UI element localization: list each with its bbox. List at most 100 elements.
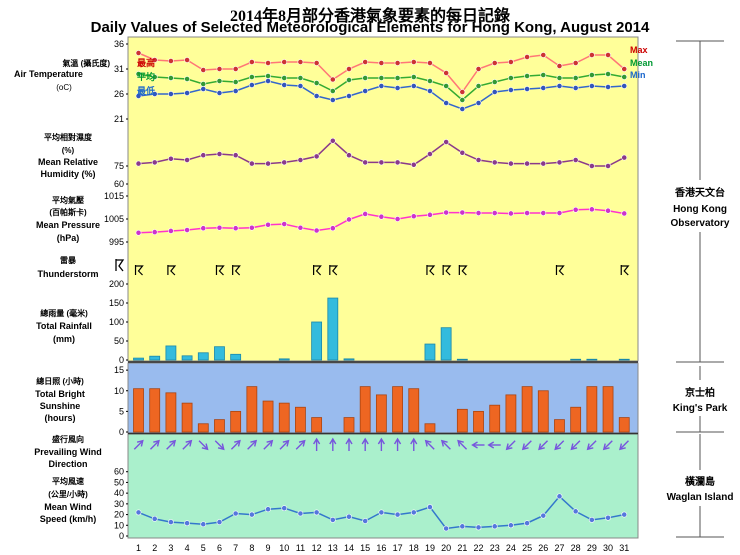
temp-max-point: [232, 66, 239, 72]
wind-speed-y-tick-label: 20: [114, 510, 124, 520]
temp-mean-point: [540, 72, 547, 78]
temp-min-point: [475, 100, 482, 106]
station-waglan-english: Waglan Island: [667, 492, 734, 503]
wind-arrow-shaft: [539, 440, 549, 450]
temp-mean-point: [524, 73, 530, 79]
humidity-point: [281, 159, 288, 166]
temp-min-point: [394, 85, 401, 91]
rain-bar: [424, 343, 436, 361]
wind-arrow-shaft: [214, 440, 224, 450]
humidity-point: [168, 155, 174, 162]
wind-speed-point: [508, 522, 514, 529]
pressure-point: [151, 229, 158, 236]
temp-mean-point: [605, 71, 611, 77]
temp-mean-point: [346, 77, 352, 83]
x-day-label: 27: [554, 543, 564, 553]
x-day-label: 5: [201, 543, 206, 553]
station-kingspark-chinese: 京士柏: [685, 386, 715, 399]
wind-arrow-head: [602, 443, 610, 451]
legend-min-chinese: 最低: [137, 85, 155, 96]
wind-arrow-head: [619, 443, 626, 451]
x-day-label: 20: [441, 543, 451, 553]
wind-arrow-head: [505, 443, 513, 451]
humidity-point: [216, 151, 223, 157]
x-day-label: 26: [538, 543, 548, 553]
wind-direction-arrow: [538, 440, 549, 451]
temp-mean-point: [459, 97, 466, 103]
wind-speed-point: [459, 523, 466, 530]
rain-bar: [570, 358, 582, 361]
temp-mean-point: [297, 75, 304, 81]
x-day-label: 29: [587, 543, 597, 553]
temp-mean-point: [200, 81, 207, 87]
temp-min-point: [443, 100, 450, 106]
pressure-point: [232, 225, 239, 232]
humidity-point: [459, 149, 466, 156]
temp-min-point: [588, 83, 595, 89]
temp-min-point: [151, 91, 158, 97]
temp-mean-point: [508, 75, 514, 81]
station-waglan-chinese: 橫瀾島: [685, 475, 715, 488]
humidity-point: [378, 159, 385, 166]
temp-max-point: [362, 59, 369, 65]
wind-speed-point: [329, 517, 336, 523]
temp-mean-point: [232, 79, 239, 85]
wind-arrow-shaft: [555, 440, 565, 450]
temp-min-point: [200, 86, 207, 92]
humidity-point: [524, 160, 530, 167]
pressure-point: [281, 221, 288, 227]
station-kingspark-english: King's Park: [673, 403, 728, 414]
sunshine-bar: [570, 406, 582, 433]
temp-max-point: [588, 52, 595, 58]
sunshine-bar: [521, 386, 533, 433]
rain-label-english-2: (mm): [53, 334, 75, 344]
thunderstorm-symbol: [426, 265, 436, 276]
wind-arrow-shaft: [247, 440, 256, 450]
rain-bar: [440, 327, 452, 361]
sunshine-bar: [133, 388, 144, 433]
rain-label-chinese: 總雨量 (毫米): [40, 308, 88, 318]
sun-y-tick-label: 15: [114, 365, 124, 375]
pressure-point: [556, 210, 563, 216]
sun-label-chinese: 總日照 (小時): [36, 376, 84, 386]
sunshine-bar: [537, 390, 549, 433]
temp-min-point: [168, 91, 174, 97]
wind-arrow-shaft: [571, 440, 581, 450]
wind-arrow-shaft: [198, 440, 208, 450]
pressure-point: [588, 206, 595, 213]
wind-speed-label-english: Mean Wind: [44, 502, 91, 512]
sunshine-bar: [214, 419, 225, 433]
temp-y-tick-label: 21: [114, 114, 124, 124]
temp-max-point: [475, 66, 482, 72]
wind-speed-point: [151, 515, 158, 522]
rain-bar: [133, 357, 144, 361]
temp-mean-point: [281, 75, 288, 81]
x-day-label: 24: [506, 543, 516, 553]
temp-min-point: [265, 78, 271, 84]
sunshine-bar: [456, 408, 468, 433]
wind-speed-point: [394, 511, 401, 518]
wind-arrow-head: [377, 437, 385, 445]
temp-min-point: [572, 85, 579, 91]
wind-speed-point: [248, 511, 255, 518]
wind-arrow-head: [329, 437, 337, 445]
wind-arrow-head: [185, 439, 193, 447]
sun-y-tick-label: 0: [119, 427, 124, 437]
rain-bar: [456, 358, 468, 361]
wind-speed-point: [362, 518, 369, 524]
pressure-label-english-2: (hPa): [57, 233, 80, 243]
pressure-y-tick-label: 1015: [104, 191, 124, 201]
pressure-label-chinese-unit: (百帕斯卡): [49, 207, 87, 217]
temp-max-point: [556, 63, 563, 69]
wind-arrow-shaft: [442, 440, 451, 450]
pressure-y-tick-label: 995: [109, 237, 124, 247]
pressure-point: [329, 225, 336, 232]
pressure-point: [621, 210, 628, 217]
sunshine-bar: [424, 423, 436, 433]
temp-mean-point: [588, 72, 595, 78]
temp-mean-point: [443, 83, 450, 89]
x-day-label: 23: [490, 543, 500, 553]
wind-arrow-shaft: [166, 440, 175, 450]
wind-direction-arrow: [166, 439, 177, 450]
temp-max-point: [135, 50, 142, 56]
